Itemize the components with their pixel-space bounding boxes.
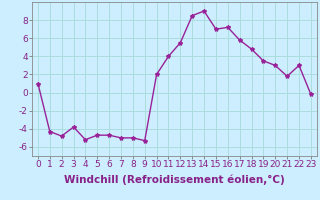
X-axis label: Windchill (Refroidissement éolien,°C): Windchill (Refroidissement éolien,°C)	[64, 175, 285, 185]
